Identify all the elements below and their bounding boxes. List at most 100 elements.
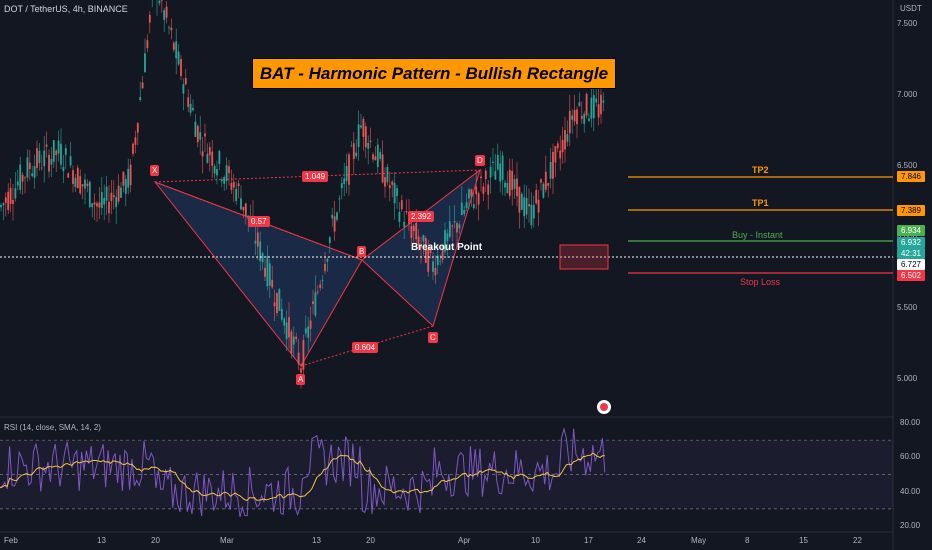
- candle-body: [573, 109, 576, 122]
- candle-body: [292, 336, 295, 345]
- candle-body: [60, 143, 62, 165]
- candle-body: [552, 151, 554, 179]
- candle-body: [43, 150, 46, 167]
- price-tick: 7.500: [897, 18, 918, 28]
- candle-body: [381, 154, 384, 183]
- candle-body: [523, 197, 526, 217]
- candle-body: [412, 225, 415, 232]
- candle-body: [48, 154, 50, 172]
- breakout-point-label: Breakout Point: [411, 242, 483, 253]
- candle-body: [321, 279, 324, 281]
- xab-triangle: [153, 180, 363, 367]
- candle-body: [501, 155, 504, 180]
- candle-body: [314, 292, 317, 316]
- candle-body: [331, 214, 334, 219]
- ratio-ac: 0.604: [352, 342, 379, 353]
- symbol-title[interactable]: DOT / TetherUS, 4h, BINANCE: [4, 4, 128, 14]
- candle-body: [544, 171, 547, 190]
- candle-body: [475, 186, 478, 195]
- candle-body: [105, 186, 108, 201]
- candle-body: [482, 186, 485, 194]
- candle-body: [278, 288, 281, 311]
- rsi-legend[interactable]: RSI (14, close, SMA, 14, 2): [4, 423, 101, 432]
- candle-body: [446, 233, 449, 242]
- candle-body: [367, 142, 370, 149]
- grid-lines: [0, 0, 894, 550]
- price-tick: 6.000: [897, 232, 917, 241]
- candle-body: [158, 0, 161, 4]
- ratio-xd: 1.049: [302, 171, 329, 182]
- candle-body: [451, 225, 454, 227]
- point-c-label: C: [428, 332, 438, 343]
- candle-body: [40, 167, 43, 169]
- candle-body: [110, 192, 113, 201]
- candle-body: [360, 125, 362, 128]
- candle-body: [213, 165, 216, 174]
- candle-body: [93, 202, 96, 205]
- candle-body: [38, 150, 41, 164]
- candle-body: [576, 109, 578, 125]
- event-flag-icon[interactable]: [597, 400, 611, 414]
- candle-body: [230, 183, 233, 190]
- candle-body: [0, 205, 2, 208]
- candle-body: [196, 125, 199, 143]
- candle-body: [28, 162, 31, 170]
- candle-body: [441, 244, 444, 260]
- candle-body: [417, 236, 420, 249]
- candle-body: [463, 209, 466, 214]
- candle-body: [376, 144, 379, 168]
- xb-line: [154, 181, 363, 261]
- candle-body: [201, 151, 204, 157]
- candle-body: [273, 302, 276, 307]
- candle-body: [357, 124, 360, 148]
- point-d-label: D: [475, 155, 485, 166]
- candle-body: [295, 336, 298, 340]
- candle-body: [472, 204, 475, 209]
- candle-body: [72, 170, 74, 184]
- rsi-tick: 40.00: [900, 486, 921, 496]
- candle-body: [393, 182, 396, 204]
- candle-body: [216, 169, 218, 176]
- candle-body: [496, 154, 499, 170]
- stop-price-tag: 6.502: [897, 270, 925, 281]
- candle-body: [180, 59, 182, 77]
- candle-body: [182, 84, 185, 94]
- candle-body: [256, 232, 259, 247]
- candle-body: [117, 185, 120, 202]
- candle-body: [525, 197, 528, 215]
- candle-body: [484, 170, 487, 180]
- candle-body: [326, 258, 329, 262]
- candle-body: [350, 145, 353, 147]
- candle-body: [184, 78, 187, 85]
- candle-body: [24, 177, 26, 179]
- candle-body: [122, 171, 125, 186]
- candle-body: [561, 140, 564, 153]
- candle-body: [134, 137, 137, 145]
- candle-body: [333, 216, 336, 232]
- candle-body: [549, 161, 552, 179]
- tp2-label: TP2: [752, 165, 769, 175]
- rsi-line: [0, 426, 606, 518]
- candle-body: [206, 153, 209, 163]
- candle-body: [139, 97, 142, 101]
- candle-body: [100, 192, 103, 208]
- candle-body: [427, 247, 430, 272]
- candle-body: [405, 211, 408, 213]
- rsi-tick: 60.00: [900, 452, 921, 462]
- candle-body: [302, 340, 305, 370]
- time-tick: 10: [531, 536, 540, 545]
- candle-body: [348, 154, 350, 185]
- candle-body: [285, 322, 288, 340]
- candle-body: [168, 27, 170, 29]
- point-x-label: X: [150, 165, 160, 176]
- candle-body: [96, 203, 98, 207]
- candle-body: [244, 203, 247, 216]
- candle-body: [600, 94, 602, 115]
- candle-body: [494, 170, 497, 180]
- candles: [0, 0, 605, 389]
- candle-body: [364, 126, 367, 148]
- candle-body: [84, 179, 86, 189]
- candle-body: [67, 173, 70, 178]
